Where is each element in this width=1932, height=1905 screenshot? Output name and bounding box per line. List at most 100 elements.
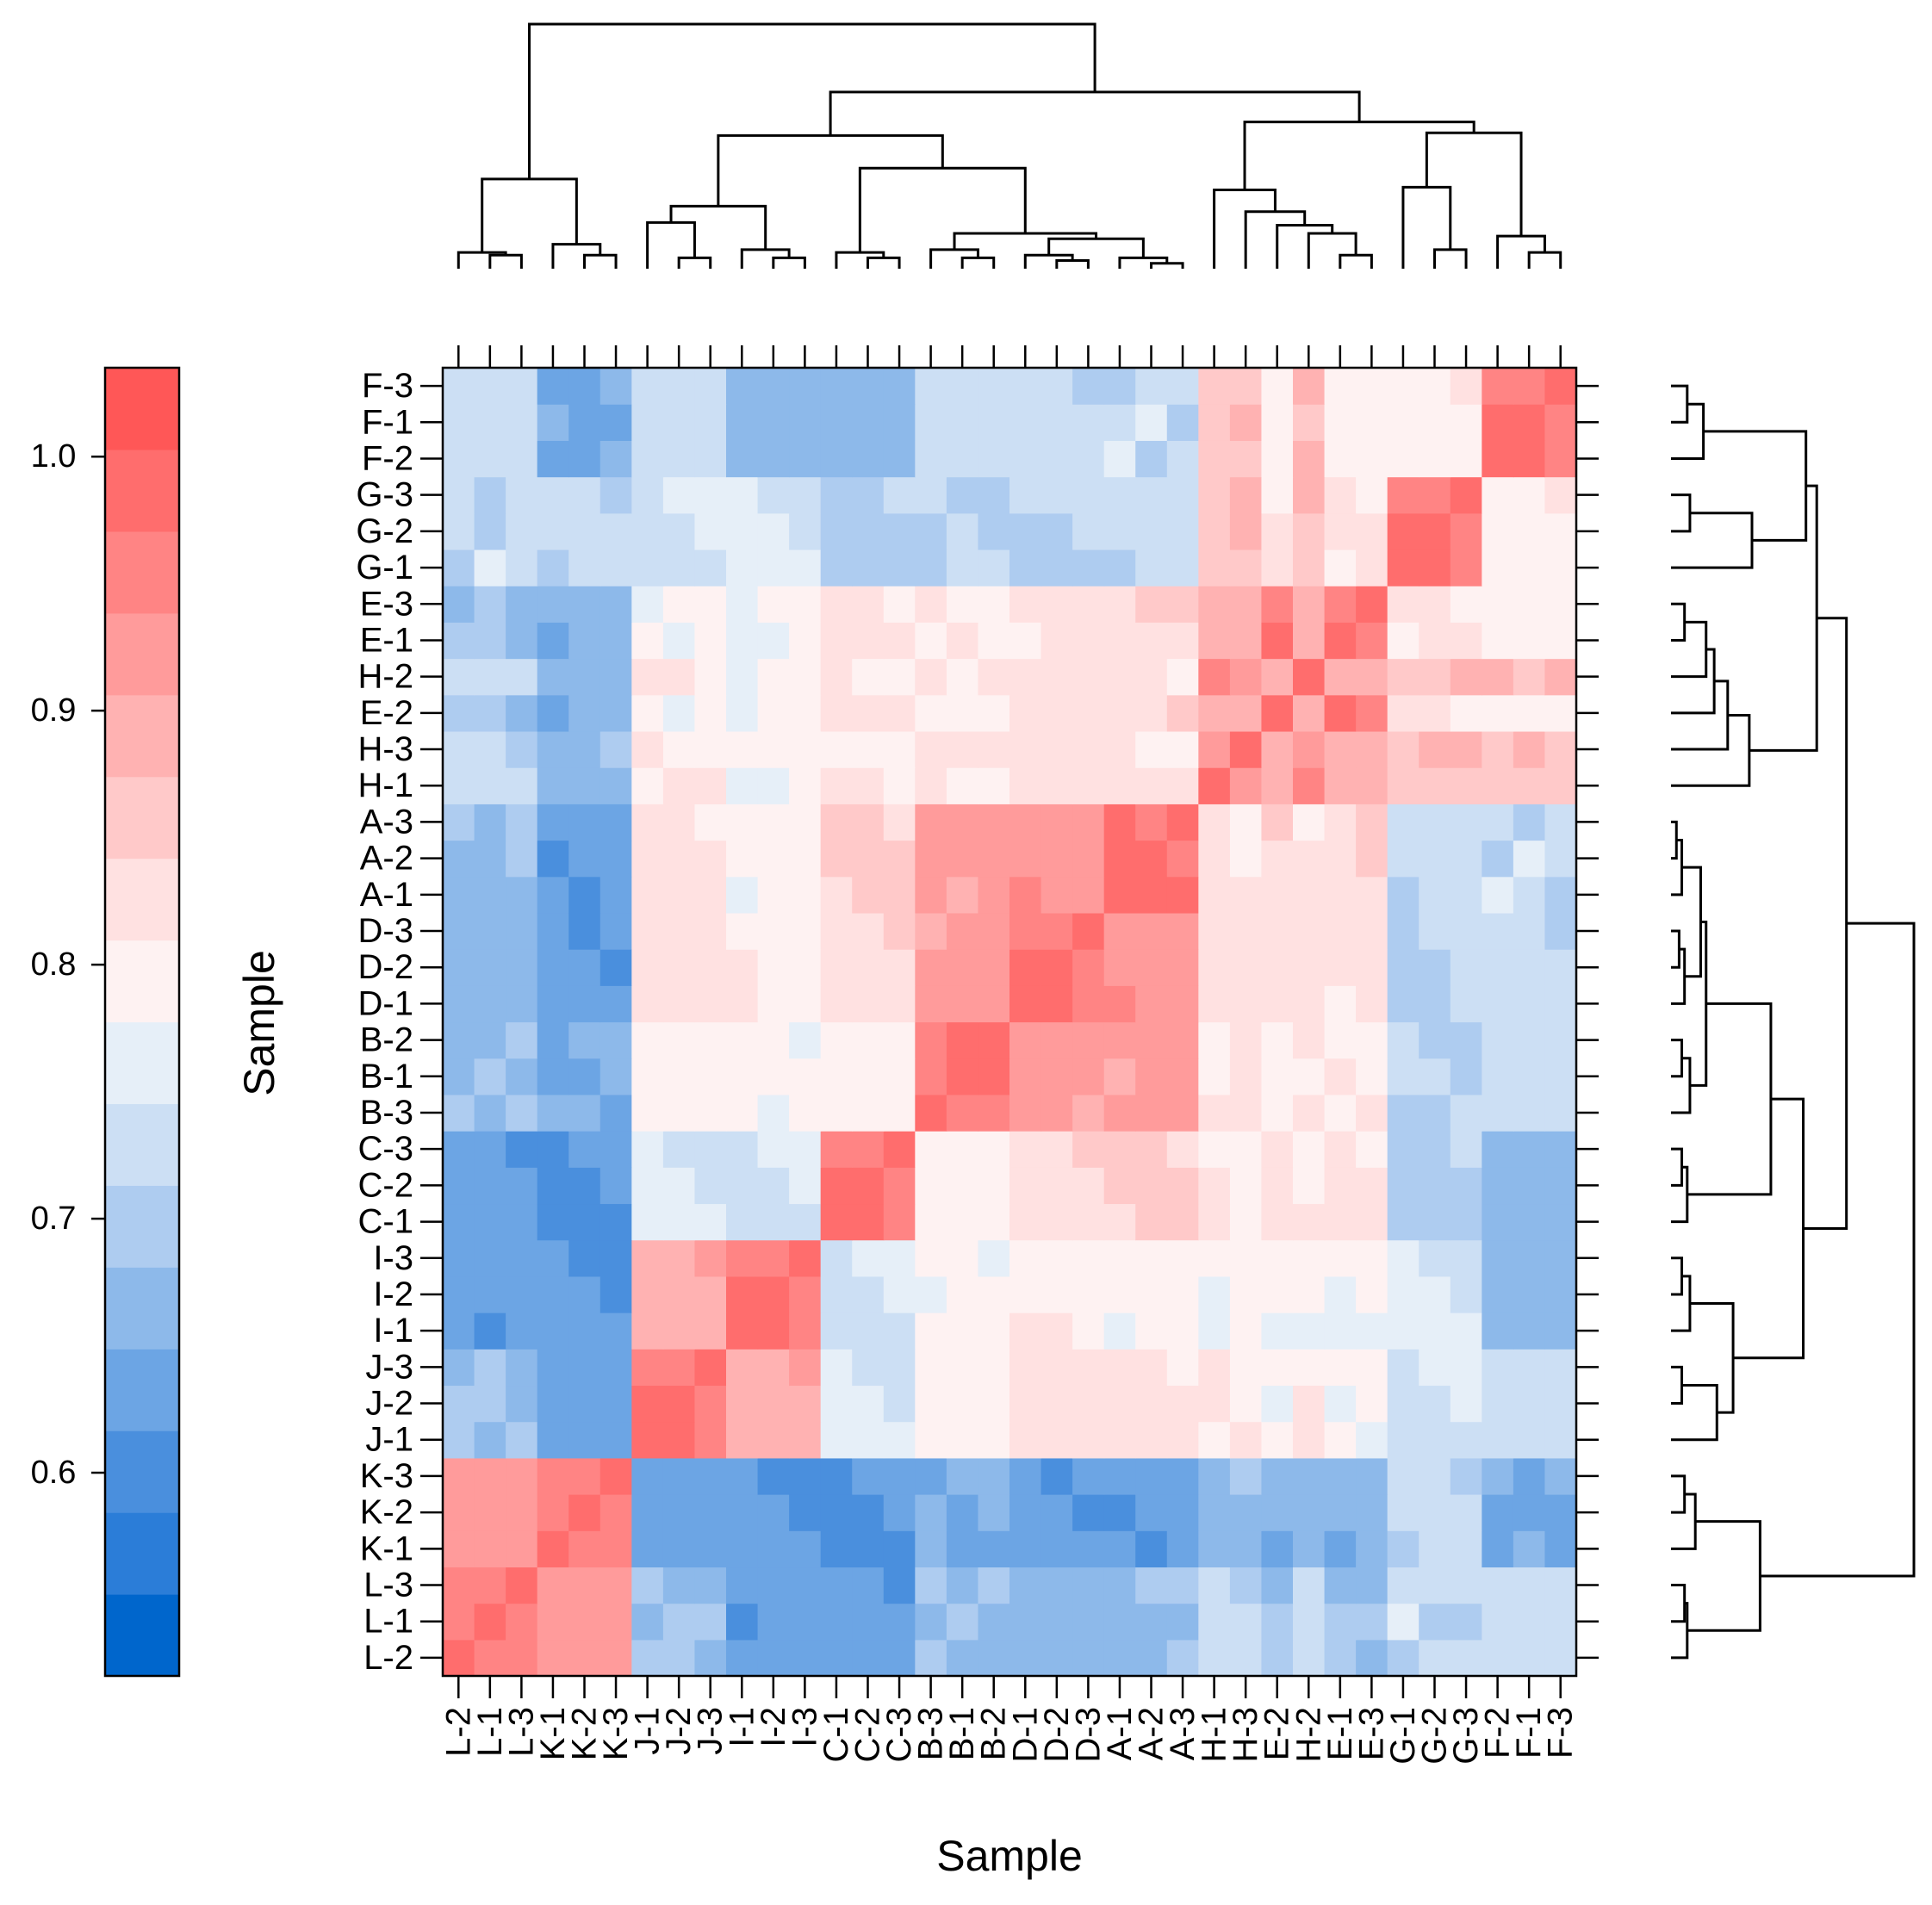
heatmap-cell bbox=[1041, 368, 1073, 405]
heatmap-cell bbox=[568, 949, 601, 986]
heatmap-cell bbox=[694, 549, 727, 586]
heatmap-cell bbox=[789, 840, 822, 878]
heatmap-cell bbox=[537, 1494, 569, 1531]
heatmap-cell bbox=[1544, 440, 1577, 478]
heatmap-cell bbox=[1009, 694, 1042, 732]
heatmap-cell bbox=[1324, 876, 1357, 914]
heatmap-cell bbox=[946, 1239, 979, 1277]
heatmap-cell bbox=[662, 1421, 696, 1459]
heatmap-cell bbox=[1166, 1131, 1199, 1168]
heatmap-cell bbox=[1166, 622, 1199, 660]
heatmap-cell bbox=[1450, 622, 1482, 660]
heatmap-cell bbox=[694, 1457, 727, 1495]
heatmap-cell bbox=[1261, 368, 1294, 405]
heatmap-cell bbox=[1009, 985, 1042, 1023]
heatmap-cell bbox=[474, 840, 506, 878]
heatmap-cell bbox=[599, 1239, 632, 1277]
heatmap-cell bbox=[1103, 404, 1136, 441]
heatmap-border bbox=[441, 366, 1578, 1678]
heatmap-cell bbox=[726, 1349, 759, 1387]
heatmap-cell bbox=[852, 1349, 885, 1387]
heatmap-cell bbox=[1356, 1021, 1388, 1059]
heatmap-cell bbox=[1103, 1131, 1136, 1168]
heatmap-cell bbox=[820, 1058, 853, 1095]
heatmap-cell bbox=[1293, 1385, 1326, 1423]
heatmap-cell bbox=[978, 804, 1010, 841]
heatmap-cell bbox=[1009, 1530, 1042, 1568]
heatmap-cell bbox=[1072, 1167, 1105, 1205]
heatmap-cell bbox=[1261, 1203, 1294, 1241]
heatmap-cell bbox=[1166, 1058, 1199, 1095]
heatmap-cell bbox=[1419, 586, 1451, 623]
heatmap-cell bbox=[1419, 876, 1451, 914]
heatmap-cell bbox=[883, 1094, 916, 1132]
heatmap-cell bbox=[852, 1530, 885, 1568]
heatmap-cell bbox=[1419, 1058, 1451, 1095]
heatmap-cell bbox=[1166, 404, 1199, 441]
heatmap-cell bbox=[726, 1385, 759, 1423]
heatmap-cell bbox=[1103, 440, 1136, 478]
heatmap-cell bbox=[1229, 730, 1263, 768]
heatmap-cell bbox=[1135, 840, 1168, 878]
heatmap-cell bbox=[883, 1385, 916, 1423]
heatmap-cell bbox=[1229, 622, 1263, 660]
heatmap-cell bbox=[852, 368, 885, 405]
heatmap-cell bbox=[443, 1239, 475, 1277]
heatmap-cell bbox=[978, 840, 1010, 878]
heatmap-cell bbox=[1072, 1275, 1105, 1313]
heatmap-cell bbox=[443, 1494, 475, 1531]
heatmap-cell bbox=[1387, 1349, 1419, 1387]
heatmap-cell bbox=[1450, 440, 1482, 478]
heatmap-cell bbox=[1072, 840, 1105, 878]
heatmap-cell bbox=[1072, 1639, 1105, 1677]
heatmap-cell bbox=[1103, 804, 1136, 841]
heatmap-cell bbox=[757, 730, 790, 768]
heatmap-cell bbox=[726, 1494, 759, 1531]
heatmap-cell bbox=[978, 586, 1010, 623]
y-tick-label: A-2 bbox=[360, 840, 413, 878]
heatmap-cell bbox=[789, 512, 822, 550]
heatmap-cell bbox=[1009, 1603, 1042, 1641]
heatmap-cell bbox=[1544, 1494, 1577, 1531]
color-key-swatch bbox=[105, 531, 179, 614]
heatmap-cell bbox=[789, 1567, 822, 1604]
heatmap-cell bbox=[820, 1494, 853, 1531]
heatmap-cell bbox=[506, 404, 538, 441]
heatmap-cell bbox=[726, 767, 759, 804]
heatmap-cell bbox=[506, 1021, 538, 1059]
heatmap-cell bbox=[1103, 876, 1136, 914]
heatmap-cell bbox=[1450, 1275, 1482, 1313]
heatmap-cell bbox=[1072, 1058, 1105, 1095]
heatmap-cell bbox=[506, 767, 538, 804]
y-tick-label: I-1 bbox=[373, 1312, 413, 1350]
heatmap-cell bbox=[537, 440, 569, 478]
dendrogram-branch bbox=[1671, 679, 1730, 751]
heatmap-cell bbox=[1387, 368, 1419, 405]
heatmap-cell bbox=[694, 1494, 727, 1531]
heatmap-cell bbox=[946, 1494, 979, 1531]
heatmap-cell bbox=[1041, 512, 1073, 550]
heatmap-cell bbox=[852, 876, 885, 914]
heatmap-cell bbox=[1166, 767, 1199, 804]
heatmap-cell bbox=[1513, 1349, 1546, 1387]
heatmap-cell bbox=[1103, 622, 1136, 660]
heatmap-cell bbox=[568, 622, 601, 660]
heatmap-cell bbox=[852, 1567, 885, 1604]
heatmap-cell bbox=[631, 1349, 664, 1387]
heatmap-cell bbox=[757, 586, 790, 623]
heatmap-cell bbox=[978, 476, 1010, 514]
heatmap-cell bbox=[820, 404, 853, 441]
heatmap-cell bbox=[506, 1349, 538, 1387]
heatmap-cell bbox=[1293, 1421, 1326, 1459]
x-tick-label: H-2 bbox=[1289, 1707, 1327, 1762]
heatmap-cell bbox=[506, 1239, 538, 1277]
heatmap-cell bbox=[599, 404, 632, 441]
dendrogram-branch bbox=[1244, 210, 1307, 269]
heatmap-cell bbox=[946, 985, 979, 1023]
heatmap-cell bbox=[537, 1603, 569, 1641]
heatmap-cell bbox=[915, 1421, 947, 1459]
heatmap-cell bbox=[537, 730, 569, 768]
heatmap-cell bbox=[1513, 949, 1546, 986]
heatmap-cell bbox=[1198, 1603, 1231, 1641]
heatmap-cell bbox=[1356, 767, 1388, 804]
